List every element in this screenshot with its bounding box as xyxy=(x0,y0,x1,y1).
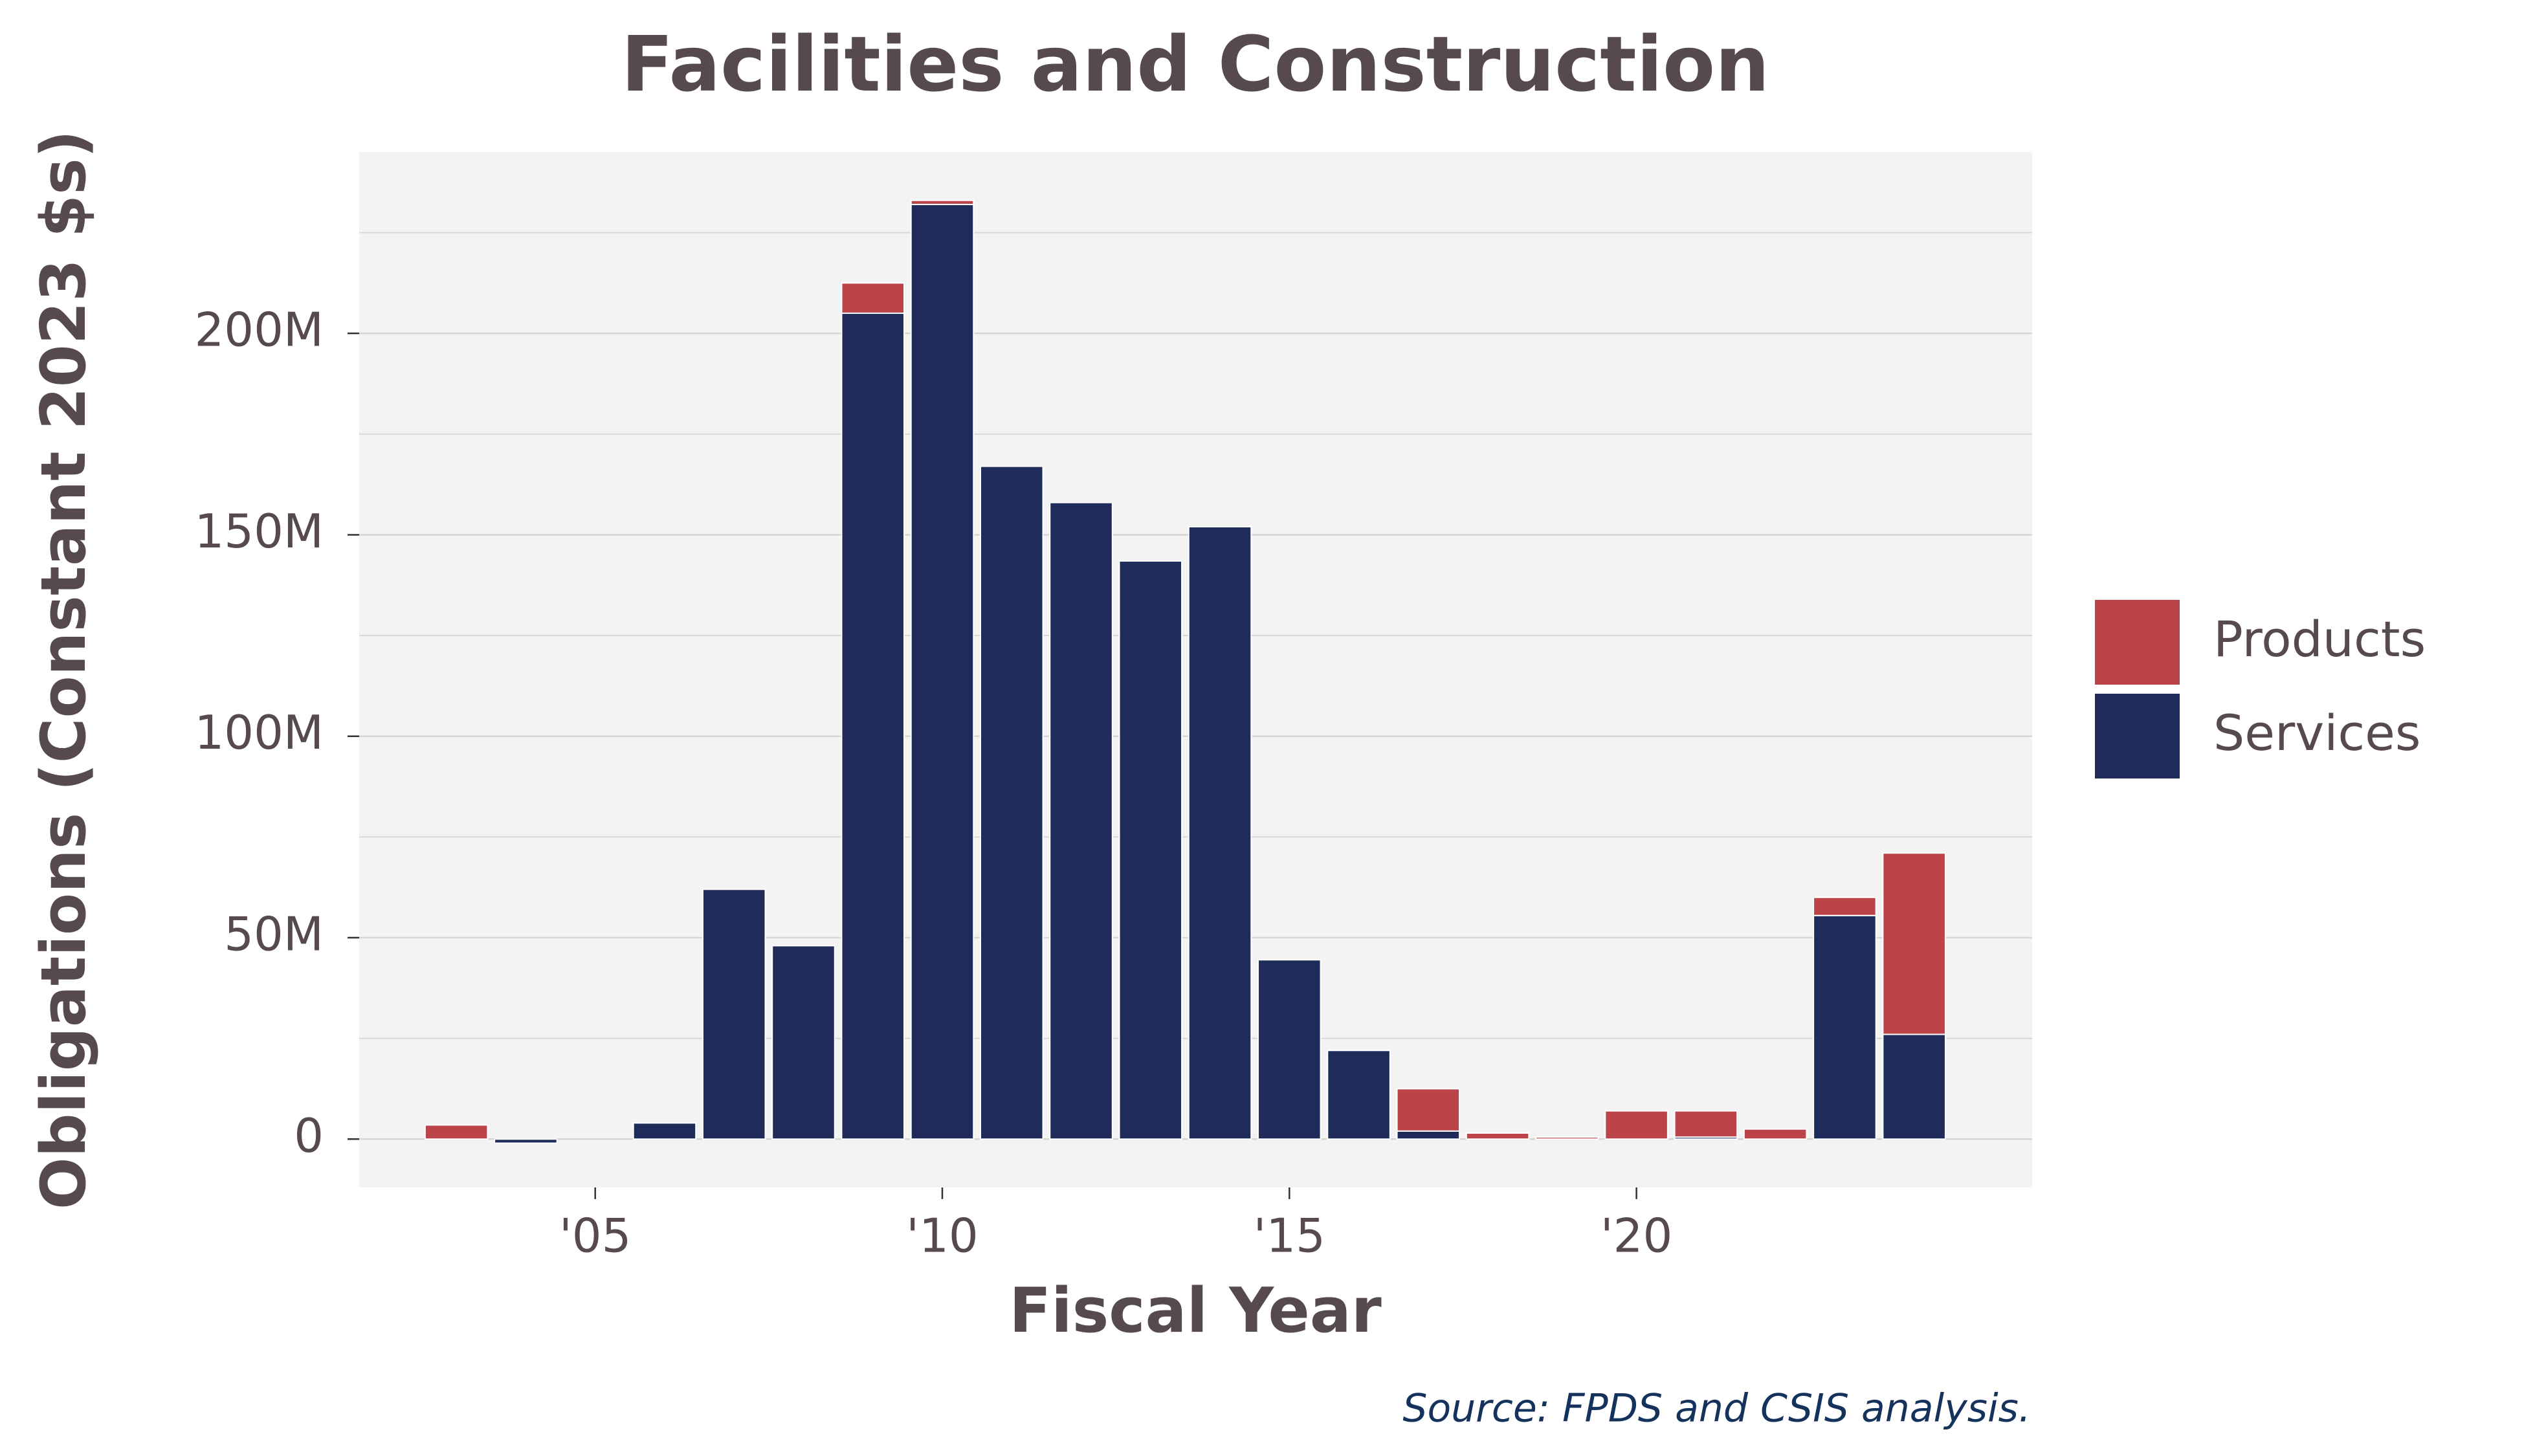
y-tick-label: 0 xyxy=(294,1109,324,1163)
x-tick-label: '15 xyxy=(1254,1209,1325,1263)
bar-products-2019 xyxy=(1535,1136,1599,1140)
bar-products-2009 xyxy=(841,282,905,314)
bar-products-2020 xyxy=(1604,1110,1668,1140)
bar-products-2017 xyxy=(1396,1088,1461,1132)
bar-products-2023 xyxy=(1813,896,1877,916)
bar-services-2008 xyxy=(771,945,836,1140)
bar-services-2004 xyxy=(494,1138,558,1144)
y-tick-label: 150M xyxy=(194,504,324,558)
y-tick-label: 200M xyxy=(194,303,324,357)
bar-products-2018 xyxy=(1465,1132,1530,1140)
legend: Products Services xyxy=(2092,597,2426,781)
bar-products-2022 xyxy=(1743,1128,1808,1140)
bar-services-2012 xyxy=(1049,502,1113,1140)
legend-swatch-services xyxy=(2092,691,2182,781)
bar-services-2017 xyxy=(1396,1130,1461,1140)
bar-products-2003 xyxy=(424,1124,489,1140)
y-axis-title: Obligations (Constant 2023 $s) xyxy=(28,130,100,1209)
x-tick-label: '20 xyxy=(1600,1209,1672,1263)
bar-services-2014 xyxy=(1188,525,1252,1140)
x-tick-label: '10 xyxy=(906,1209,978,1263)
bar-layer xyxy=(424,199,1946,1144)
source-caption: Source: FPDS and CSIS analysis. xyxy=(1402,1386,2031,1431)
bar-services-2024 xyxy=(1882,1033,1946,1140)
bar-products-2021 xyxy=(1674,1110,1738,1138)
bar-products-2010 xyxy=(910,199,975,205)
bar-services-2009 xyxy=(841,313,905,1140)
legend-swatch-products xyxy=(2092,597,2182,687)
legend-label-products: Products xyxy=(2213,610,2426,668)
bar-services-2007 xyxy=(702,888,766,1140)
bar-services-2013 xyxy=(1118,560,1183,1140)
bar-products-2024 xyxy=(1882,852,1946,1035)
bar-services-2010 xyxy=(910,203,975,1140)
bar-services-2011 xyxy=(979,465,1044,1140)
bar-services-2023 xyxy=(1813,914,1877,1140)
y-tick-label: 100M xyxy=(194,705,324,760)
bar-services-2016 xyxy=(1327,1050,1391,1140)
x-tick-label: '05 xyxy=(559,1209,631,1263)
legend-label-services: Services xyxy=(2213,704,2420,762)
x-axis-title: Fiscal Year xyxy=(1009,1275,1382,1347)
bar-services-2006 xyxy=(632,1122,697,1140)
axis-layer: 0 50M 100M 150M 200M '05 '10 '15 '20 xyxy=(194,303,1672,1263)
bar-services-2015 xyxy=(1257,959,1322,1140)
y-tick-label: 50M xyxy=(224,907,324,962)
chart-title: Facilities and Construction xyxy=(621,19,1769,109)
